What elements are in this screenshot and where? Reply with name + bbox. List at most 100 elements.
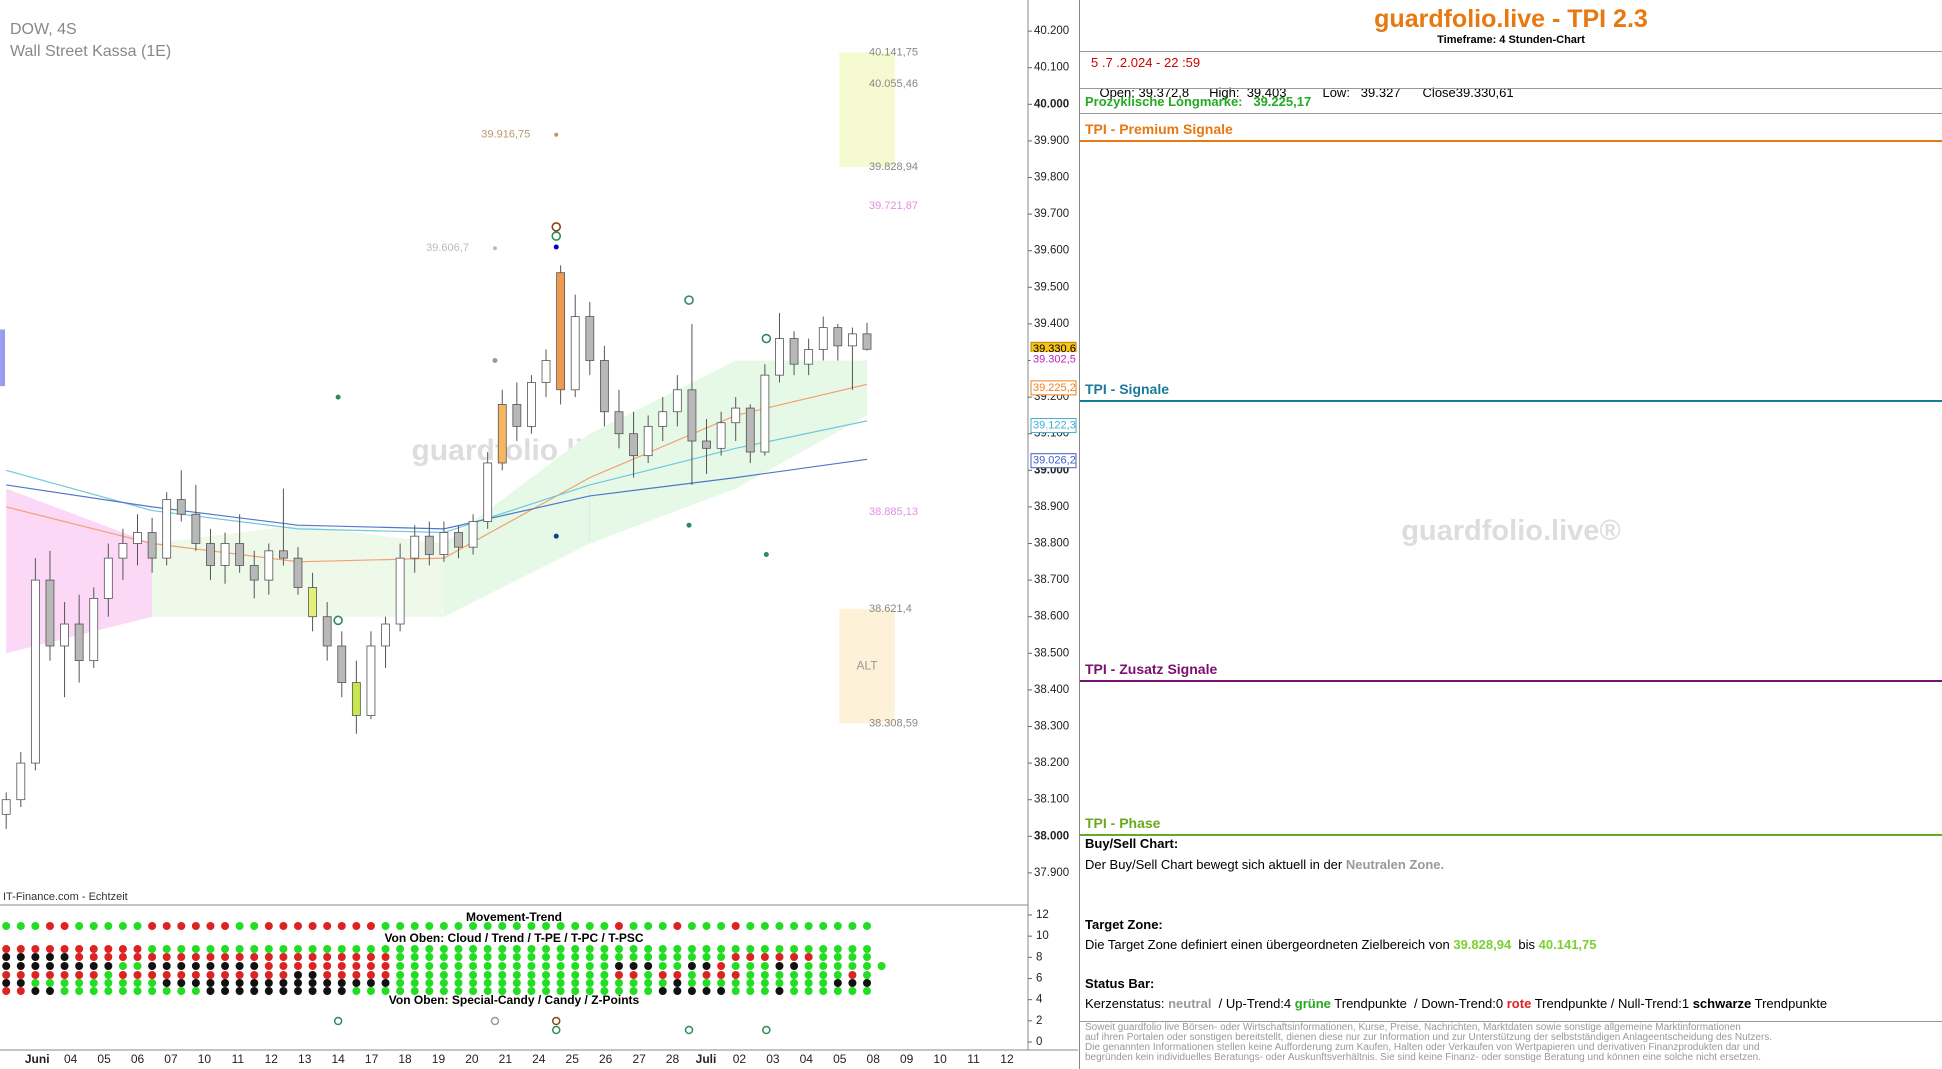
z-point: [684, 1025, 694, 1035]
trend-dot: [527, 987, 536, 995]
trend-dot: [600, 962, 609, 970]
trend-dot: [294, 922, 302, 930]
trend-dot: [614, 987, 623, 995]
trend-dot: [16, 945, 25, 953]
trend-dot: [177, 962, 186, 970]
y-tick-label: 39.500: [1034, 281, 1069, 293]
trend-dot: [469, 979, 478, 987]
marker: [684, 295, 694, 305]
trend-dot: [760, 987, 769, 995]
trend-dot: [323, 971, 332, 979]
trend-dot: [746, 962, 755, 970]
trend-dot: [629, 979, 638, 987]
trend-dot: [863, 945, 872, 953]
trend-dot: [629, 971, 638, 979]
candle-body: [687, 389, 697, 442]
trend-dot: [687, 971, 696, 979]
trend-dot: [352, 945, 361, 953]
text: Der Buy/Sell Chart bewegt sich aktuell i…: [1085, 857, 1346, 872]
y-tick-label: 37.900: [1034, 867, 1069, 879]
candle-body: [541, 360, 551, 383]
trend-dot: [162, 962, 171, 970]
trend-dot: [439, 953, 448, 961]
trend-dot: [2, 945, 11, 953]
target-heading: Target Zone:: [1085, 917, 1163, 932]
candle-body: [103, 557, 113, 599]
trend-dot: [629, 953, 638, 961]
trend-dot: [118, 945, 127, 953]
trend-dot: [133, 945, 142, 953]
trend-dot: [702, 945, 711, 953]
candle-body: [249, 565, 259, 581]
trend-dot: [337, 979, 346, 987]
candle-body: [629, 433, 638, 457]
trend-dot: [410, 979, 419, 987]
trend-dot: [148, 953, 157, 961]
candle-body: [191, 513, 201, 544]
trend-dot: [542, 922, 551, 930]
trend-dot: [439, 922, 448, 930]
trend-dot: [235, 922, 244, 930]
candle-body: [60, 623, 69, 647]
y-tick-label: 38.100: [1034, 794, 1069, 806]
trend-dot: [819, 987, 828, 995]
trend-dot: [819, 953, 828, 961]
x-tick-label: 17: [365, 1052, 379, 1066]
trend-dot: [614, 945, 623, 953]
trend-dot: [31, 971, 40, 979]
candle-body: [556, 272, 566, 391]
trend-dot: [614, 922, 623, 930]
trend-dot: [512, 962, 521, 970]
trend-dot: [294, 971, 302, 979]
chart-title: DOW, 4S: [10, 21, 77, 38]
trend-dot: [45, 987, 54, 995]
trend-dot: [308, 945, 317, 953]
buysell-heading: Buy/Sell Chart:: [1085, 836, 1179, 851]
trend-dot: [775, 945, 784, 953]
trend-dot: [790, 987, 799, 995]
candle-body: [30, 579, 40, 764]
trend-dot: [133, 922, 142, 930]
y-tick-label: 38.700: [1034, 574, 1069, 586]
trend-dot: [760, 971, 769, 979]
trend-dot: [512, 953, 521, 961]
trend-dot: [118, 953, 127, 961]
trend-dot: [600, 953, 609, 961]
trend-dot: [264, 922, 273, 930]
trend-dot: [60, 987, 69, 995]
trend-dot: [366, 945, 375, 953]
trend-dot: [483, 971, 492, 979]
indicator-tick-label: 8: [1036, 951, 1042, 963]
trend-dot: [104, 953, 113, 961]
text: bis: [1511, 937, 1539, 952]
trend-dot: [235, 945, 244, 953]
x-tick-label: 27: [632, 1052, 646, 1066]
section-title: TPI - Zusatz Signale: [1085, 661, 1218, 677]
source-note: IT-Finance.com - Echtzeit: [3, 891, 128, 903]
price-tag-label: 39.302,5: [1033, 353, 1076, 365]
trend-dot: [702, 922, 711, 930]
trend-dot: [775, 922, 784, 930]
x-tick-label: 12: [265, 1052, 279, 1066]
candle-body: [133, 532, 142, 544]
trend-dot: [148, 987, 157, 995]
trend-dot: [425, 971, 434, 979]
x-tick-label: 06: [131, 1052, 145, 1066]
trend-dot: [439, 971, 448, 979]
trend-dot: [542, 971, 551, 979]
trend-dot: [381, 953, 390, 961]
trend-dot: [527, 979, 536, 987]
candle-body: [702, 440, 711, 449]
candle-body: [599, 360, 609, 413]
trend-dot: [250, 945, 259, 953]
trend-dot: [454, 987, 463, 995]
trend-dot: [323, 987, 332, 995]
trend-dot: [235, 962, 244, 970]
trend-dot: [177, 971, 186, 979]
trend-dot: [760, 945, 769, 953]
trend-dot: [60, 953, 69, 961]
trend-dot: [731, 922, 740, 930]
x-tick-label: 10: [198, 1052, 212, 1066]
trend-dot: [308, 987, 317, 995]
price-tag-label: 39.122,3: [1033, 419, 1076, 431]
